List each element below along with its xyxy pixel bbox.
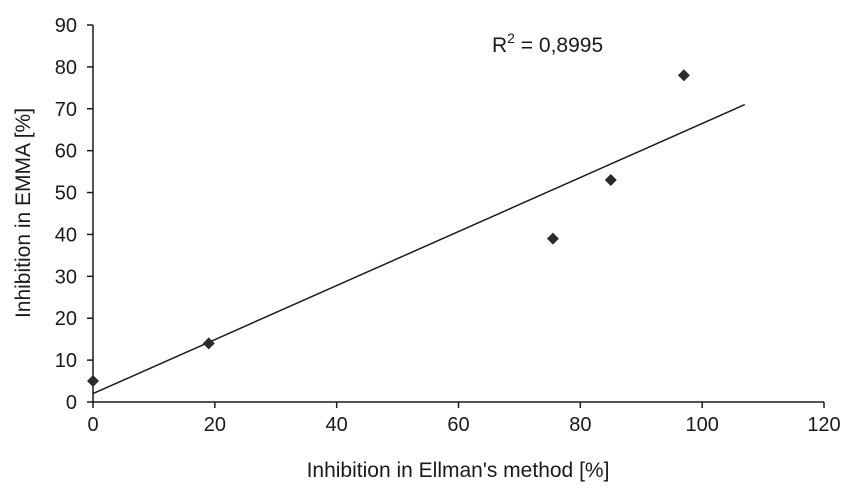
x-tick-label: 20	[204, 414, 226, 436]
r-squared-base: R	[492, 34, 507, 57]
data-point-diamond	[87, 375, 99, 388]
y-tick-label: 40	[55, 224, 77, 246]
data-points	[87, 69, 690, 388]
data-point-diamond	[202, 337, 215, 350]
y-tick-label: 10	[55, 350, 77, 372]
y-tick-label: 20	[55, 308, 77, 330]
x-tick-label: 0	[87, 414, 98, 436]
y-tick-label: 50	[55, 183, 77, 205]
y-tick-label: 90	[55, 15, 77, 37]
r-squared-value: = 0,8995	[515, 34, 603, 57]
axes	[87, 24, 825, 408]
x-tick-label: 100	[685, 414, 718, 436]
x-axis-label: Inhibition in Ellman's method [%]	[307, 459, 610, 482]
trendline	[92, 103, 746, 395]
x-tick-label: 120	[807, 414, 840, 436]
y-tick-label: 30	[55, 266, 77, 288]
x-tick-label: 80	[569, 414, 591, 436]
y-tick-label: 60	[55, 141, 77, 163]
data-point-diamond	[677, 69, 690, 82]
y-axis-label: Inhibition in EMMA [%]	[12, 108, 35, 318]
r-squared-annotation: R2 = 0,8995	[492, 30, 603, 57]
r-squared-superscript: 2	[507, 30, 515, 46]
tick-labels: 0 10 20 30 40 50 60 70 80 90 0 20 40 60 80 100 120	[55, 15, 841, 436]
y-tick-label: 70	[55, 99, 77, 121]
data-point-diamond	[546, 232, 559, 245]
data-point-diamond	[604, 173, 617, 186]
x-tick-label: 40	[326, 414, 348, 436]
y-tick-label: 80	[55, 57, 77, 79]
y-tick-label: 0	[66, 392, 77, 414]
x-tick-label: 60	[447, 414, 469, 436]
